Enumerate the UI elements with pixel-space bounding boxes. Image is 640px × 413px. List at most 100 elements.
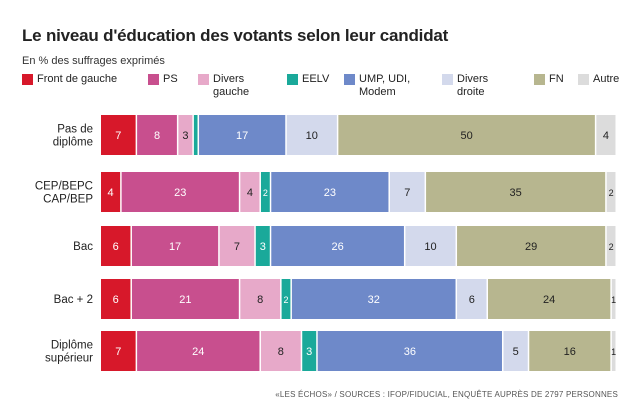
bar-segment	[317, 331, 502, 371]
bar-segment	[101, 172, 121, 212]
bar-segment	[101, 115, 136, 155]
bar-segment	[291, 279, 456, 319]
bar-segment	[101, 279, 131, 319]
bar-segment	[271, 226, 404, 266]
bar-value-label: 21	[179, 294, 191, 306]
bar-value-label: 3	[260, 241, 266, 253]
bar-value-label: 26	[331, 241, 343, 253]
bar-segment	[199, 115, 286, 155]
category-label: Diplôme supérieur	[45, 340, 93, 365]
legend-item: PS	[148, 73, 178, 86]
bar-segment	[302, 331, 317, 371]
bar-value-label: 6	[113, 294, 119, 306]
legend-label: PS	[163, 73, 178, 85]
bar-segment	[131, 226, 219, 266]
legend-item: EELV	[287, 73, 329, 86]
bar-value-label: 32	[368, 294, 380, 306]
bar-value-label: 16	[564, 346, 576, 358]
bar-segment	[131, 279, 239, 319]
bar-segment	[405, 226, 456, 266]
bar-segment	[611, 279, 616, 319]
legend-swatch	[442, 74, 453, 85]
legend-item: UMP, UDI, Modem	[344, 73, 410, 99]
bar-segment	[271, 172, 389, 212]
bar-value-label: 10	[424, 241, 436, 253]
legend-label: FN	[549, 73, 564, 85]
bar-segment	[457, 226, 606, 266]
legend-label: UMP, UDI, Modem	[359, 73, 411, 98]
bar-value-label: 24	[192, 346, 204, 358]
bar-segment	[606, 172, 616, 212]
bar-value-label: 36	[404, 346, 416, 358]
bar-segment	[503, 331, 528, 371]
bar-value-label: 4	[603, 130, 609, 142]
legend-item: Front de gauche	[22, 73, 117, 86]
bar-value-label: 2	[609, 242, 614, 252]
bar-segment	[255, 226, 270, 266]
bar-value-label: 1	[611, 347, 616, 357]
bar-value-label: 5	[513, 346, 519, 358]
legend-item: FN	[534, 73, 564, 86]
legend-swatch	[578, 74, 589, 85]
legend-label: Front de gauche	[37, 73, 118, 85]
legend-swatch	[534, 74, 545, 85]
bar-value-label: 2	[609, 188, 614, 198]
bar-segment	[137, 331, 260, 371]
bar-value-label: 10	[306, 130, 318, 142]
source-note: «LES ÉCHOS» / SOURCES : IFOP/FIDUCIAL, E…	[275, 390, 618, 399]
bar-value-label: 7	[115, 346, 121, 358]
bar-segment	[596, 115, 616, 155]
bar-segment	[137, 115, 177, 155]
bar-value-label: 3	[306, 346, 312, 358]
bar-value-label: 8	[257, 294, 263, 306]
bar-segment	[240, 279, 281, 319]
bar-segment	[260, 172, 270, 212]
legend-label: EELV	[302, 73, 330, 85]
bar-value-label: 7	[115, 130, 121, 142]
bar-value-label: 29	[525, 241, 537, 253]
bar-value-label: 3	[182, 130, 188, 142]
bar-value-label: 4	[108, 187, 114, 199]
bar-value-label: 4	[247, 187, 253, 199]
bar-value-label: 35	[510, 187, 522, 199]
bar-segment	[338, 115, 595, 155]
bar-segment	[457, 279, 487, 319]
category-label: Pas de diplôme	[53, 124, 93, 149]
bar-segment	[286, 115, 337, 155]
chart-title: Le niveau d'éducation des votants selon …	[22, 26, 449, 45]
bar-segment	[219, 226, 255, 266]
bar-segment	[178, 115, 193, 155]
legend-label: Divers droite	[457, 73, 489, 98]
chart-subtitle: En % des suffrages exprimés	[22, 55, 165, 67]
bar-value-label: 6	[113, 241, 119, 253]
bar-segment	[260, 331, 301, 371]
bar-segment	[281, 279, 291, 319]
bar-value-label: 6	[469, 294, 475, 306]
bar-segment	[426, 172, 606, 212]
bar-value-label: 7	[234, 241, 240, 253]
legend-item: Divers droite	[442, 73, 488, 99]
legend-label: Autre	[593, 73, 620, 85]
legend-label: Divers gauche	[213, 73, 250, 98]
bar-value-label: 17	[169, 241, 181, 253]
legend-item: Autre	[578, 73, 619, 86]
bar-value-label: 2	[284, 295, 289, 305]
bar-value-label: 1	[611, 295, 616, 305]
bar-value-label: 23	[324, 187, 336, 199]
bar-segment	[529, 331, 611, 371]
bar-segment	[240, 172, 260, 212]
legend-swatch	[344, 74, 355, 85]
bar-segment	[606, 226, 616, 266]
bar-value-label: 23	[174, 187, 186, 199]
bar-segment	[611, 331, 616, 371]
bar-segment	[488, 279, 611, 319]
bar-value-label: 50	[460, 130, 472, 142]
legend-swatch	[22, 74, 33, 85]
legend-swatch	[287, 74, 298, 85]
legend-swatch	[198, 74, 209, 85]
bar-segment	[101, 226, 131, 266]
legend-swatch	[148, 74, 159, 85]
bar-value-label: 24	[543, 294, 555, 306]
legend: Front de gauche PS Divers gauche EELV UMP, U…	[22, 73, 632, 107]
